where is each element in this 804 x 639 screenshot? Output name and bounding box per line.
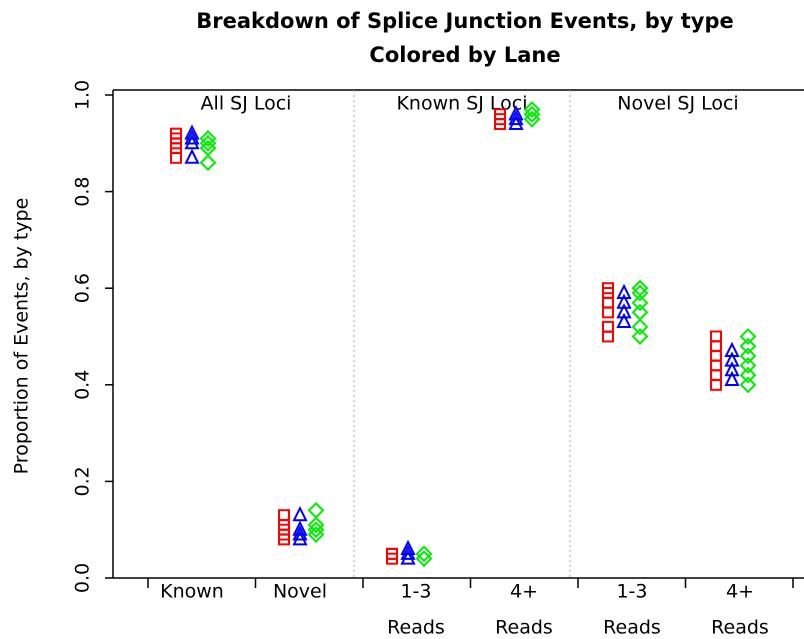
x-tick-label: Novel — [273, 581, 327, 603]
point — [184, 148, 200, 164]
point — [292, 525, 308, 541]
point — [307, 521, 325, 539]
y-tick-label: 0.0 — [72, 563, 94, 593]
group-label: All SJ Loci — [201, 93, 292, 115]
x-tick-label: Known — [160, 581, 224, 603]
y-tick-label: 0.8 — [72, 176, 94, 206]
point — [724, 351, 740, 367]
point — [739, 328, 757, 345]
point — [710, 340, 722, 353]
point — [602, 296, 614, 309]
point — [616, 303, 632, 319]
point — [631, 279, 649, 297]
x-tick-label: 1-3 — [400, 581, 431, 603]
point — [739, 347, 757, 365]
point — [199, 130, 217, 147]
point — [710, 378, 722, 391]
x-tick-label: Reads — [495, 617, 553, 639]
point — [494, 108, 506, 121]
point — [724, 341, 740, 357]
point — [170, 151, 182, 164]
group-label: Known SJ Loci — [396, 93, 527, 115]
chart-title: Breakdown of Splice Junction Events, by … — [196, 9, 733, 33]
x-tick-label: 1-3 — [616, 581, 647, 603]
point — [631, 328, 649, 345]
point — [602, 330, 614, 343]
point — [616, 312, 632, 329]
point — [292, 530, 308, 546]
point — [724, 370, 740, 386]
point — [508, 105, 524, 121]
point — [415, 550, 433, 568]
point — [616, 293, 632, 309]
point — [400, 539, 416, 556]
point — [184, 124, 200, 140]
point — [616, 283, 632, 300]
point — [400, 544, 416, 560]
point — [307, 526, 325, 543]
point — [739, 376, 757, 394]
y-tick-label: 0.4 — [72, 370, 94, 400]
x-tick-label: Reads — [711, 617, 769, 639]
chart-subtitle: Colored by Lane — [369, 43, 560, 67]
point — [710, 349, 722, 362]
point — [602, 306, 614, 319]
point — [199, 139, 217, 157]
point — [199, 154, 217, 172]
point — [307, 516, 325, 534]
point — [602, 282, 614, 295]
point — [415, 545, 433, 563]
point — [631, 284, 649, 302]
point — [199, 134, 217, 152]
x-tick-label: Reads — [603, 617, 661, 639]
point — [710, 330, 722, 343]
point — [307, 501, 325, 519]
point — [631, 294, 649, 312]
point — [710, 369, 722, 382]
point — [400, 549, 416, 565]
point — [739, 357, 757, 374]
point — [184, 129, 200, 145]
point — [292, 505, 308, 522]
point — [508, 109, 524, 126]
y-tick-label: 0.6 — [72, 273, 94, 303]
point — [724, 361, 740, 377]
point — [710, 359, 722, 372]
y-tick-label: 1.0 — [72, 80, 94, 110]
point — [523, 101, 541, 118]
x-tick-label: Reads — [387, 617, 445, 639]
point — [631, 318, 649, 336]
y-axis-label: Proportion of Events, by type — [11, 198, 33, 475]
point — [602, 320, 614, 333]
point — [170, 127, 182, 140]
point — [292, 520, 308, 536]
point — [508, 114, 524, 130]
x-tick-label: 4+ — [510, 581, 538, 603]
x-tick-label: 4+ — [726, 581, 754, 603]
y-tick-label: 0.2 — [72, 466, 94, 496]
point — [631, 303, 649, 321]
point — [739, 366, 757, 384]
point — [386, 547, 398, 560]
group-label: Novel SJ Loci — [617, 93, 738, 115]
point — [739, 337, 757, 355]
point — [278, 509, 290, 522]
point — [184, 134, 200, 150]
